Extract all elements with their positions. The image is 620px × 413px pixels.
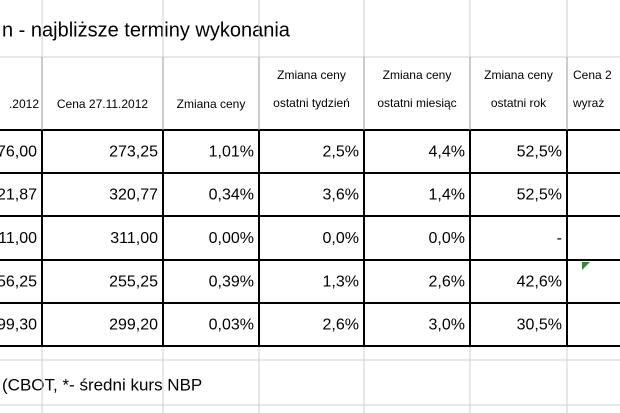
- table-cell: 2,6%: [323, 317, 359, 334]
- table-cell: 0,03%: [209, 317, 254, 334]
- table-cell: 0,0%: [323, 230, 359, 247]
- table-cell: 30,5%: [517, 317, 562, 334]
- table-cell: 11,00: [0, 230, 37, 247]
- header-cell: ostatni rok: [491, 96, 547, 110]
- table-cell: 273,25: [109, 144, 158, 161]
- table-cell: 3,0%: [429, 317, 465, 334]
- table-cell: 52,5%: [517, 144, 562, 161]
- header-cell: Zmiana ceny: [383, 68, 452, 82]
- header-cell: Zmiana ceny: [177, 97, 246, 111]
- table-cell: 21,87: [0, 187, 37, 204]
- header-cell: Cena 2: [573, 68, 612, 82]
- table-cell: 42,6%: [517, 274, 562, 291]
- cell-comment-marker: [582, 262, 590, 270]
- table-cell: 76,00: [0, 144, 37, 161]
- table-cell: 99,30: [0, 317, 37, 334]
- table-cell: 2,5%: [323, 144, 359, 161]
- table-cell: 255,25: [109, 274, 158, 291]
- table-cell: 56,25: [0, 274, 37, 291]
- header-cell: wyraż: [572, 96, 604, 110]
- table-cell: 1,01%: [209, 144, 254, 161]
- table-cell: 0,0%: [429, 230, 465, 247]
- table-cell: 299,20: [109, 317, 158, 334]
- table-cell: 2,6%: [429, 274, 465, 291]
- header-cell: .2012: [9, 97, 39, 111]
- header-cell: Cena 27.11.2012: [57, 97, 149, 111]
- footer-note: (CBOT, *- średni kurs NBP: [2, 375, 202, 394]
- table-cell: 3,6%: [323, 187, 359, 204]
- table-cell: 320,77: [109, 187, 158, 204]
- table-cell: 1,4%: [429, 187, 465, 204]
- table-cell: 4,4%: [429, 144, 465, 161]
- table-cell: 52,5%: [517, 187, 562, 204]
- header-cell: Zmiana ceny: [484, 68, 553, 82]
- table-cell: 1,3%: [323, 274, 359, 291]
- header-cell: Zmiana ceny: [277, 68, 346, 82]
- table-cell: 0,39%: [209, 274, 254, 291]
- header-cell: ostatni miesiąc: [377, 96, 456, 110]
- table-cell: 311,00: [110, 230, 158, 247]
- table-cell: -: [557, 230, 562, 247]
- title: n - najbliższe terminy wykonania: [2, 19, 291, 41]
- table-cell: 0,34%: [209, 187, 254, 204]
- table-cell: 0,00%: [209, 230, 254, 247]
- header-cell: ostatni tydzień: [273, 96, 350, 110]
